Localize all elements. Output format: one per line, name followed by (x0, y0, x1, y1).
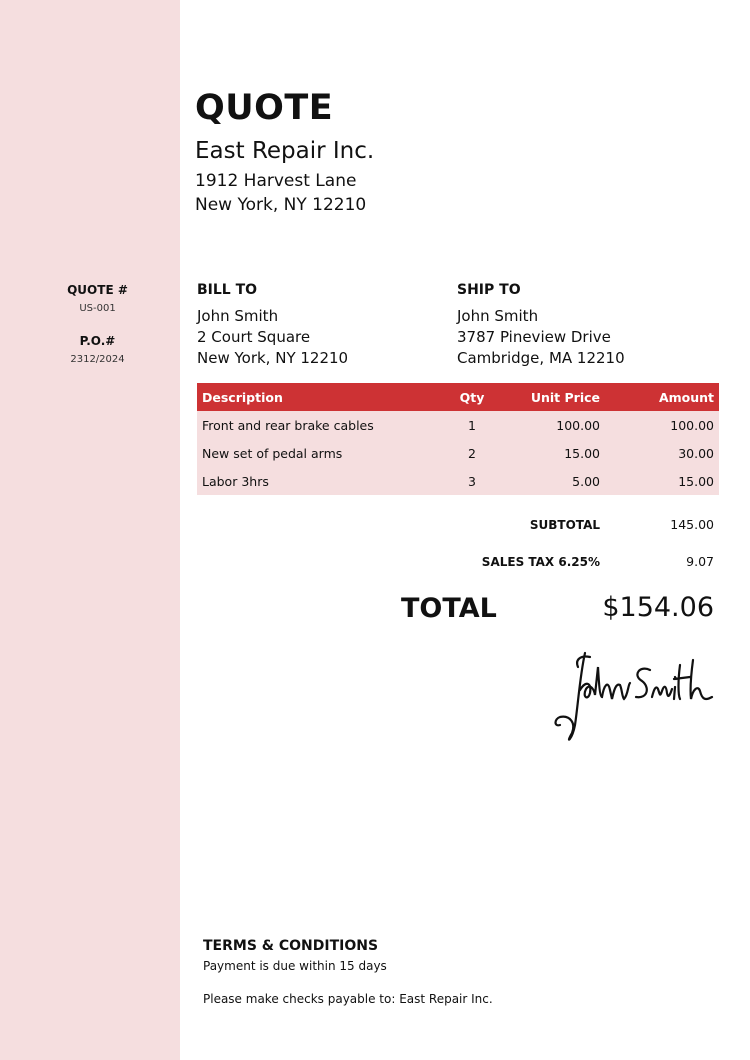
company-name: East Repair Inc. (195, 138, 375, 164)
total-value: $154.06 (602, 592, 714, 623)
total-label: TOTAL (401, 593, 497, 624)
item-qty: 1 (442, 411, 502, 439)
ship-to-label: SHIP TO (457, 282, 521, 298)
company-address-line2: New York, NY 12210 (195, 195, 367, 215)
po-number-label: P.O.# (79, 334, 116, 348)
ship-to-name: John Smith (457, 307, 539, 325)
item-unit-price: 100.00 (502, 411, 605, 439)
company-address-line1: 1912 Harvest Lane (195, 171, 357, 191)
ship-to-line2: Cambridge, MA 12210 (457, 349, 625, 367)
sales-tax-label: SALES TAX 6.25% (481, 555, 600, 569)
subtotal-label: SUBTOTAL (529, 518, 600, 532)
terms-title: TERMS & CONDITIONS (203, 938, 379, 954)
item-amount: 100.00 (605, 411, 719, 439)
item-description: Front and rear brake cables (197, 411, 442, 439)
table-row: Front and rear brake cables 1 100.00 100… (197, 411, 719, 439)
ship-to-line1: 3787 Pineview Drive (457, 328, 611, 346)
po-number: 2312/2024 (70, 354, 125, 365)
sidebar (0, 0, 180, 1060)
column-header-unit-price: Unit Price (502, 383, 605, 411)
quote-number-label: QUOTE # (67, 283, 128, 297)
quote-number: US-001 (79, 303, 116, 314)
bill-to-label: BILL TO (197, 282, 258, 298)
document-title: QUOTE (195, 88, 334, 128)
item-description: New set of pedal arms (197, 439, 442, 467)
table-header-row: Description Qty Unit Price Amount (197, 383, 719, 411)
item-unit-price: 15.00 (502, 439, 605, 467)
bill-to-name: John Smith (197, 307, 279, 325)
item-qty: 2 (442, 439, 502, 467)
sales-tax-value: 9.07 (686, 554, 714, 569)
column-header-amount: Amount (605, 383, 719, 411)
item-amount: 30.00 (605, 439, 719, 467)
line-items-table: Description Qty Unit Price Amount Front … (197, 383, 719, 495)
subtotal-value: 145.00 (670, 517, 714, 532)
table-row: Labor 3hrs 3 5.00 15.00 (197, 467, 719, 495)
column-header-description: Description (197, 383, 442, 411)
terms-line2: Please make checks payable to: East Repa… (203, 992, 493, 1006)
bill-to-line2: New York, NY 12210 (197, 349, 349, 367)
terms-line1: Payment is due within 15 days (203, 959, 387, 973)
signature-image (554, 651, 714, 741)
item-unit-price: 5.00 (502, 467, 605, 495)
column-header-qty: Qty (442, 383, 502, 411)
item-description: Labor 3hrs (197, 467, 442, 495)
bill-to-line1: 2 Court Square (197, 328, 311, 346)
table-row: New set of pedal arms 2 15.00 30.00 (197, 439, 719, 467)
item-qty: 3 (442, 467, 502, 495)
item-amount: 15.00 (605, 467, 719, 495)
